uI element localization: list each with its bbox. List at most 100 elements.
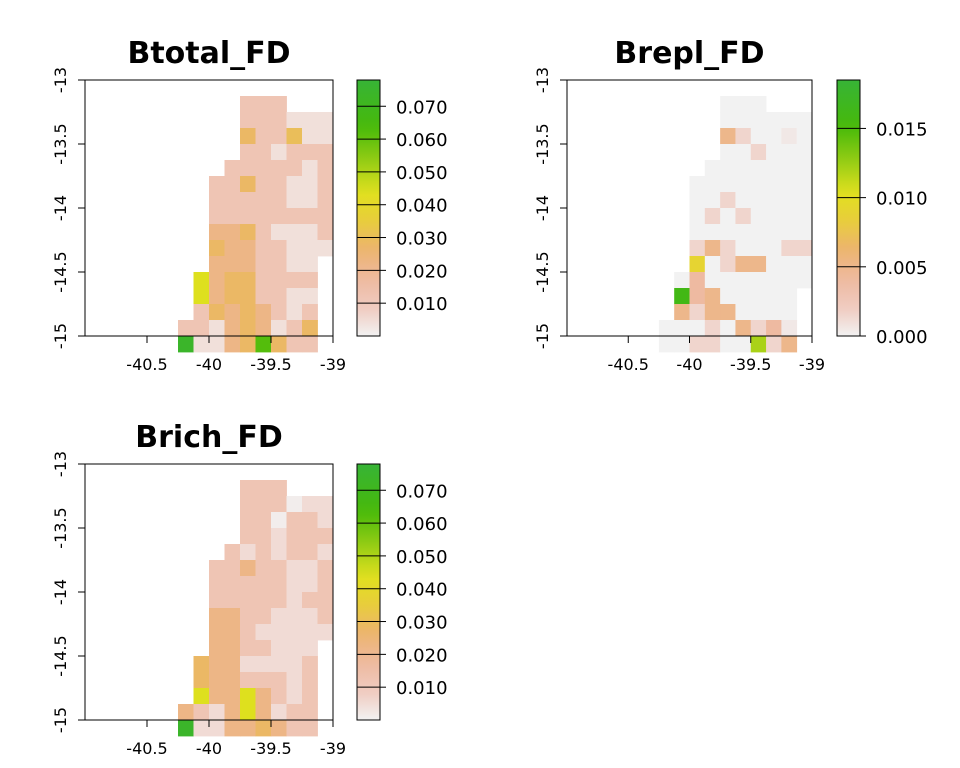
raster-cell — [287, 608, 303, 624]
raster-cell — [287, 704, 303, 720]
raster-cell — [302, 496, 318, 512]
raster-cell — [797, 240, 813, 256]
raster-cell — [271, 256, 287, 272]
colorbar-tick-label: 0.070 — [396, 97, 448, 118]
raster-cell — [256, 720, 272, 736]
raster-cell — [287, 496, 303, 512]
colorbar — [357, 80, 380, 336]
raster-cell — [735, 272, 751, 288]
raster-cell — [302, 656, 318, 672]
raster-cell — [209, 304, 225, 320]
raster-cell — [705, 176, 721, 192]
raster-cell — [751, 240, 767, 256]
raster-cell — [766, 224, 782, 240]
raster-cell — [194, 272, 210, 288]
raster-cell — [240, 176, 256, 192]
raster-cell — [705, 224, 721, 240]
raster-cell — [720, 272, 736, 288]
raster-cell — [178, 720, 194, 736]
raster-cell — [781, 160, 797, 176]
raster-cell — [287, 624, 303, 640]
raster-cell — [225, 560, 241, 576]
raster-cell — [240, 576, 256, 592]
colorbar-tick-label: 0.010 — [396, 294, 448, 315]
raster-cell — [225, 608, 241, 624]
raster-cell — [256, 672, 272, 688]
raster-cell — [271, 272, 287, 288]
raster-cell — [287, 576, 303, 592]
y-tick-label: -13.5 — [51, 123, 70, 164]
raster-cell — [256, 528, 272, 544]
raster-cell — [194, 336, 210, 352]
raster-cell — [287, 688, 303, 704]
raster-cell — [302, 336, 318, 352]
raster-cell — [751, 192, 767, 208]
raster-cell — [271, 672, 287, 688]
raster-cell — [256, 544, 272, 560]
raster-cell — [735, 336, 751, 352]
raster-cell — [766, 160, 782, 176]
y-tick-label: -13.5 — [51, 507, 70, 548]
raster-cell — [209, 336, 225, 352]
raster-cell — [705, 336, 721, 352]
raster-cell — [287, 320, 303, 336]
raster-cell — [659, 336, 675, 352]
raster-cell — [302, 160, 318, 176]
raster-cell — [194, 672, 210, 688]
raster-cell — [256, 112, 272, 128]
raster-cell — [209, 224, 225, 240]
raster-cell — [225, 208, 241, 224]
raster-cell — [240, 672, 256, 688]
raster-cell — [751, 112, 767, 128]
raster-cell — [302, 272, 318, 288]
raster-cell — [766, 272, 782, 288]
raster-cell — [302, 704, 318, 720]
raster-cell — [287, 656, 303, 672]
raster-cell — [751, 208, 767, 224]
raster-cell — [256, 224, 272, 240]
raster-cell — [271, 576, 287, 592]
raster-cell — [271, 176, 287, 192]
raster-cell — [209, 176, 225, 192]
raster-cell — [781, 176, 797, 192]
raster-cell — [797, 112, 813, 128]
raster-cell — [735, 320, 751, 336]
raster-cell — [194, 720, 210, 736]
colorbar — [837, 80, 860, 336]
raster-cell — [705, 240, 721, 256]
raster-cell — [720, 320, 736, 336]
raster-cell — [318, 528, 334, 544]
raster-cell — [674, 288, 690, 304]
raster-cell — [256, 160, 272, 176]
y-tick-label: -13.5 — [533, 123, 552, 164]
raster-cell — [705, 208, 721, 224]
raster-cell — [256, 304, 272, 320]
raster-cell — [766, 320, 782, 336]
raster-cell — [674, 304, 690, 320]
raster-cell — [271, 624, 287, 640]
raster-cell — [720, 128, 736, 144]
map-panel-btotal: Btotal_FD -40.5 -40 -39.5 -39 -13 -13.5 -14 -14.… — [51, 36, 448, 374]
raster-cell — [690, 224, 706, 240]
raster-cell — [766, 112, 782, 128]
x-tick-label: -39.5 — [730, 355, 771, 374]
raster-cell — [287, 640, 303, 656]
raster-cell — [225, 256, 241, 272]
raster-cell — [302, 256, 318, 272]
colorbar-tick-label: 0.010 — [876, 189, 928, 210]
raster-cell — [751, 128, 767, 144]
raster-cells — [178, 96, 333, 352]
raster-cell — [720, 336, 736, 352]
raster-cell — [781, 240, 797, 256]
raster-cell — [720, 240, 736, 256]
raster-cell — [674, 320, 690, 336]
raster-cell — [705, 256, 721, 272]
raster-cell — [735, 128, 751, 144]
raster-cell — [751, 160, 767, 176]
raster-cell — [225, 720, 241, 736]
raster-cell — [766, 192, 782, 208]
raster-cell — [225, 592, 241, 608]
raster-cell — [256, 256, 272, 272]
raster-cell — [690, 240, 706, 256]
raster-cell — [287, 544, 303, 560]
